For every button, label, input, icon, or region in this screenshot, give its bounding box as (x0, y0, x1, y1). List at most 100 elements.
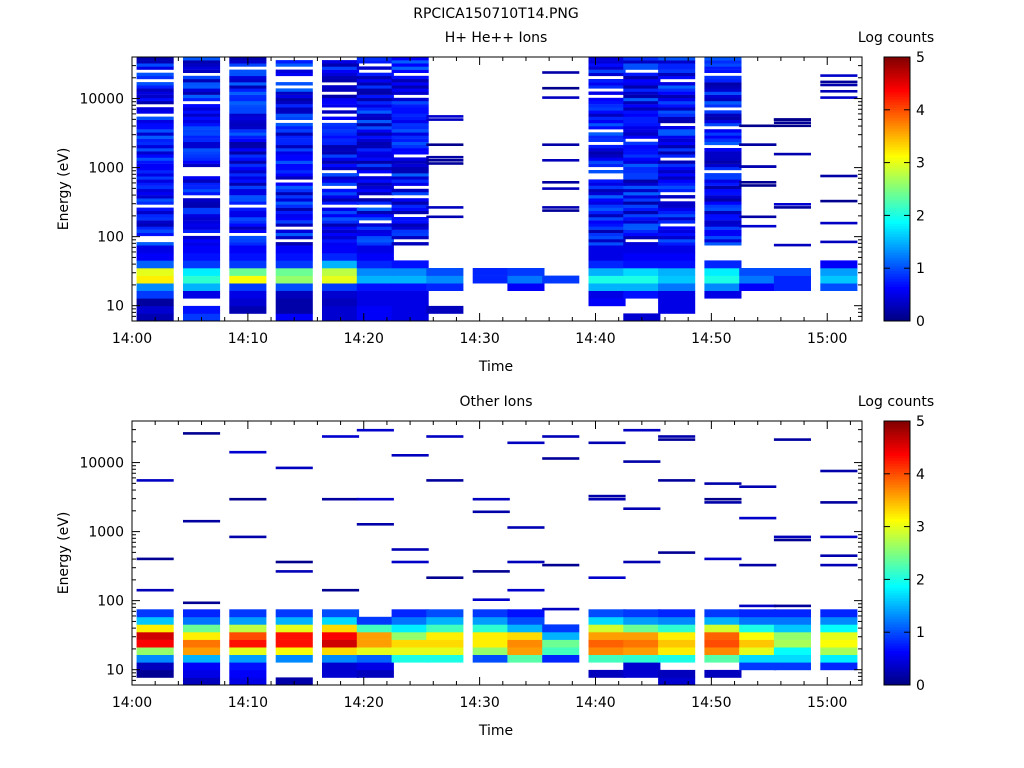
colorbar-segment (884, 212, 910, 216)
heatmap-cell (507, 624, 545, 633)
heatmap-cell (588, 441, 626, 445)
heatmap-cell (623, 85, 661, 89)
colorbar-segment (884, 109, 910, 113)
heatmap-cell (658, 148, 696, 152)
heatmap-cell (322, 160, 360, 164)
heatmap-cell (183, 126, 221, 130)
colorbar-segment (884, 457, 910, 461)
heatmap-cell (658, 195, 696, 199)
colorbar-segment (884, 502, 910, 506)
heatmap-cell (275, 163, 313, 168)
heatmap-cell (229, 239, 267, 243)
heatmap-cell (704, 166, 742, 171)
colorbar-segment (884, 255, 910, 259)
heatmap-cell (136, 669, 174, 678)
heatmap-cell (356, 141, 394, 146)
heatmap-cell (183, 305, 221, 314)
heatmap-cell (356, 198, 394, 202)
heatmap-cell (229, 185, 267, 190)
heatmap-cell (136, 157, 174, 161)
colorbar-segment (884, 634, 910, 638)
colorbar-segment (884, 645, 910, 649)
colorbar-segment (884, 136, 910, 140)
heatmap-cell (623, 252, 661, 261)
heatmap-cell (322, 239, 360, 243)
heatmap-cell (136, 66, 174, 70)
heatmap-cell (391, 226, 429, 230)
heatmap-cell (623, 207, 661, 211)
colorbar-segment (884, 526, 910, 530)
heatmap-cell (588, 60, 626, 64)
heatmap-cell (391, 173, 429, 177)
heatmap-cell (356, 151, 394, 155)
heatmap-cell (820, 80, 858, 84)
heatmap-cell (426, 206, 464, 209)
colorbar-segment (884, 249, 910, 253)
colorbar-segment (884, 547, 910, 551)
heatmap-cell (704, 119, 742, 124)
heatmap-cell (391, 654, 429, 663)
heatmap-cell (356, 116, 394, 120)
heatmap-cell (773, 243, 811, 247)
heatmap-cell (507, 526, 545, 529)
heatmap-cell (588, 97, 626, 102)
heatmap-cell (426, 632, 464, 640)
heatmap-cell (658, 75, 696, 80)
colorbar-segment (884, 313, 910, 317)
colorbar-segment (884, 294, 910, 298)
heatmap-cell (229, 94, 267, 99)
colorbar-segment (884, 576, 910, 580)
heatmap-cell (183, 223, 221, 227)
heatmap-cell (356, 138, 394, 142)
heatmap-cell (542, 563, 580, 567)
heatmap-cell (229, 223, 267, 227)
heatmap-cell (136, 245, 174, 254)
heatmap-cell (136, 662, 174, 671)
heatmap-cell (704, 260, 742, 269)
heatmap-cell (623, 460, 661, 463)
heatmap-cell (426, 639, 464, 648)
heatmap-cell (183, 129, 221, 133)
heatmap-cell (391, 454, 429, 457)
heatmap-cell (322, 110, 360, 114)
heatmap-cell (356, 119, 394, 124)
heatmap-cell (275, 654, 313, 663)
heatmap-cell (623, 160, 661, 164)
heatmap-cell (658, 63, 696, 67)
heatmap-cell (588, 497, 626, 501)
heatmap-cell (658, 226, 696, 230)
heatmap-cell (322, 97, 360, 102)
colorbar-segment (884, 154, 910, 158)
heatmap-cell (229, 69, 267, 73)
heatmap-cell (658, 113, 696, 117)
heatmap-cell (136, 129, 174, 133)
heatmap-cell (472, 632, 510, 640)
heatmap-cell (229, 129, 267, 133)
heatmap-cell (507, 441, 545, 445)
colorbar-segment (884, 83, 910, 87)
heatmap-cell (391, 132, 429, 136)
heatmap-cell (658, 220, 696, 224)
heatmap-cell (542, 275, 580, 284)
colorbar-segment (884, 318, 910, 322)
colorbar-segment (884, 291, 910, 295)
heatmap-cell (542, 187, 580, 190)
heatmap-cell (588, 144, 626, 149)
heatmap-cell (472, 654, 510, 663)
heatmap-cell (275, 116, 313, 120)
heatmap-cell (588, 82, 626, 86)
heatmap-cell (426, 268, 464, 276)
heatmap-cell (391, 305, 429, 314)
x-tick-label: 14:50 (691, 695, 731, 711)
heatmap-cell (507, 268, 545, 276)
heatmap-cell (391, 148, 429, 152)
heatmap-cell (275, 69, 313, 73)
heatmap-cell (229, 198, 267, 202)
heatmap-cell (658, 82, 696, 86)
heatmap-cell (356, 616, 394, 625)
heatmap-cell (229, 632, 267, 640)
heatmap-cell (275, 305, 313, 314)
heatmap-cell (229, 260, 267, 269)
heatmap-cell (588, 229, 626, 233)
heatmap-cell (623, 268, 661, 276)
